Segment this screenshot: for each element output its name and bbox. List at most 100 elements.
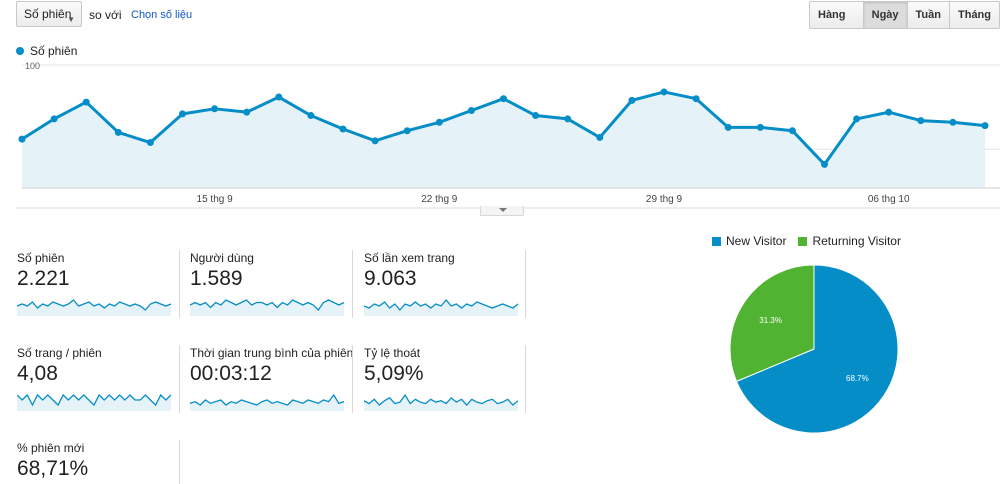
pie-legend-item-returning[interactable]: Returning Visitor [798,234,901,248]
data-point [532,112,540,120]
tile-divider [525,250,526,318]
tile-divider [179,250,180,318]
tile-value: 9.063 [364,267,417,290]
tile-new-sessions-percent[interactable]: % phiên mới 68,71% [17,441,88,481]
x-tick-label: 06 thg 10 [868,194,910,205]
y-tick-label: 100 [25,61,40,71]
pie-slice [735,264,899,434]
tile-label: % phiên mới [17,441,85,455]
tile-sparkline [364,299,518,316]
chart-toolbar: Số phiên ▼ so với Chọn số liệu Hàng giờ … [0,0,1000,32]
tile-label: Số trang / phiên [17,346,102,360]
time-range-selector: Hàng giờ Ngày Tuần Tháng [809,1,1000,29]
tile-value: 00:03:12 [190,362,272,385]
data-point [275,93,283,101]
data-point [853,115,861,123]
data-point [692,95,700,103]
tile-value: 4,08 [17,362,58,385]
tile-sparkline [364,393,518,411]
x-tick-label: 15 thg 9 [197,194,234,205]
data-point [981,122,989,130]
data-point [435,118,443,126]
sessions-line-chart: 5010015 thg 922 thg 929 thg 906 thg 10 [16,61,1000,209]
x-tick-label: 29 thg 9 [646,194,683,205]
sparkline-area [17,300,171,316]
tile-divider [352,250,353,318]
sparkline-area [364,395,518,411]
caret-down-icon [499,208,507,212]
tile-value: 2.221 [17,267,70,290]
data-point [50,115,58,123]
tile-divider [352,345,353,413]
data-point [756,123,764,131]
data-point [339,125,347,133]
data-point [885,108,893,116]
pie-slice-label: 31.3% [759,316,782,325]
tile-value: 1.589 [190,267,243,290]
data-point [467,106,475,114]
range-week-button[interactable]: Tuần [907,2,950,28]
metric-select[interactable]: Số phiên ▼ [16,1,82,27]
tile-value: 5,09% [364,362,424,385]
tile-bounce-rate[interactable]: Tỷ lệ thoát 5,09% [364,346,518,411]
sparkline-line [17,299,171,311]
range-day-button[interactable]: Ngày [863,2,908,28]
data-point [114,128,122,136]
data-point [179,110,186,118]
data-point [307,112,315,120]
legend-swatch [798,237,808,246]
data-point [628,96,636,104]
data-point [82,98,90,106]
tile-pages-per-session[interactable]: Số trang / phiên 4,08 [17,346,171,411]
chevron-down-icon: ▼ [67,15,75,24]
tile-avg-session-duration[interactable]: Thời gian trung bình của phiên 00:03:12 [190,346,353,411]
x-tick-label: 22 thg 9 [421,194,458,205]
series-legend-label: Số phiên [30,44,78,58]
tile-divider [179,440,180,484]
sparkline-line [190,393,344,406]
pie-legend-item-new[interactable]: New Visitor [712,234,786,248]
sparkline-area [364,300,518,316]
data-point [146,139,154,147]
pie-legend: New Visitor Returning Visitor [712,234,901,248]
visitor-type-pie-chart: 68.7% 31.3% [729,264,899,434]
data-point [403,127,411,135]
series-color-dot [16,47,24,55]
sparkline-line [364,393,518,406]
data-point [243,108,251,116]
range-hourly-button[interactable]: Hàng giờ [810,2,864,28]
data-point [371,137,379,145]
tile-pageviews[interactable]: Số lần xem trang 9.063 [364,251,518,316]
sparkline-area [190,395,344,411]
compare-label: so với [89,8,122,22]
sparkline-area [190,300,344,316]
metric-select-value: Số phiên [24,7,72,21]
data-point [724,123,732,131]
tile-label: Số lần xem trang [364,251,455,265]
data-point [917,117,925,125]
chart-collapse-handle[interactable] [480,206,524,216]
series-area [22,91,985,188]
pick-metric-link[interactable]: Chọn số liệu [131,9,193,21]
data-point [821,160,828,168]
data-point [564,115,572,123]
sparkline-line [364,299,518,311]
data-point [18,135,26,143]
tile-users[interactable]: Người dùng 1.589 [190,251,344,316]
sparkline-area [17,395,171,411]
tile-sessions[interactable]: Số phiên 2.221 [17,251,171,316]
tile-label: Thời gian trung bình của phiên [190,346,354,360]
data-point [500,95,507,103]
tile-divider [525,345,526,413]
range-month-button[interactable]: Tháng [950,2,999,28]
data-point [596,133,604,141]
tile-label: Số phiên [17,251,65,265]
tile-value: 68,71% [17,457,89,480]
pie-slice [729,264,815,383]
tile-sparkline [17,299,171,316]
data-point [949,118,957,126]
pie-legend-label: New Visitor [726,234,787,248]
data-point [211,105,219,113]
tile-sparkline [190,299,344,316]
data-point [788,127,796,135]
